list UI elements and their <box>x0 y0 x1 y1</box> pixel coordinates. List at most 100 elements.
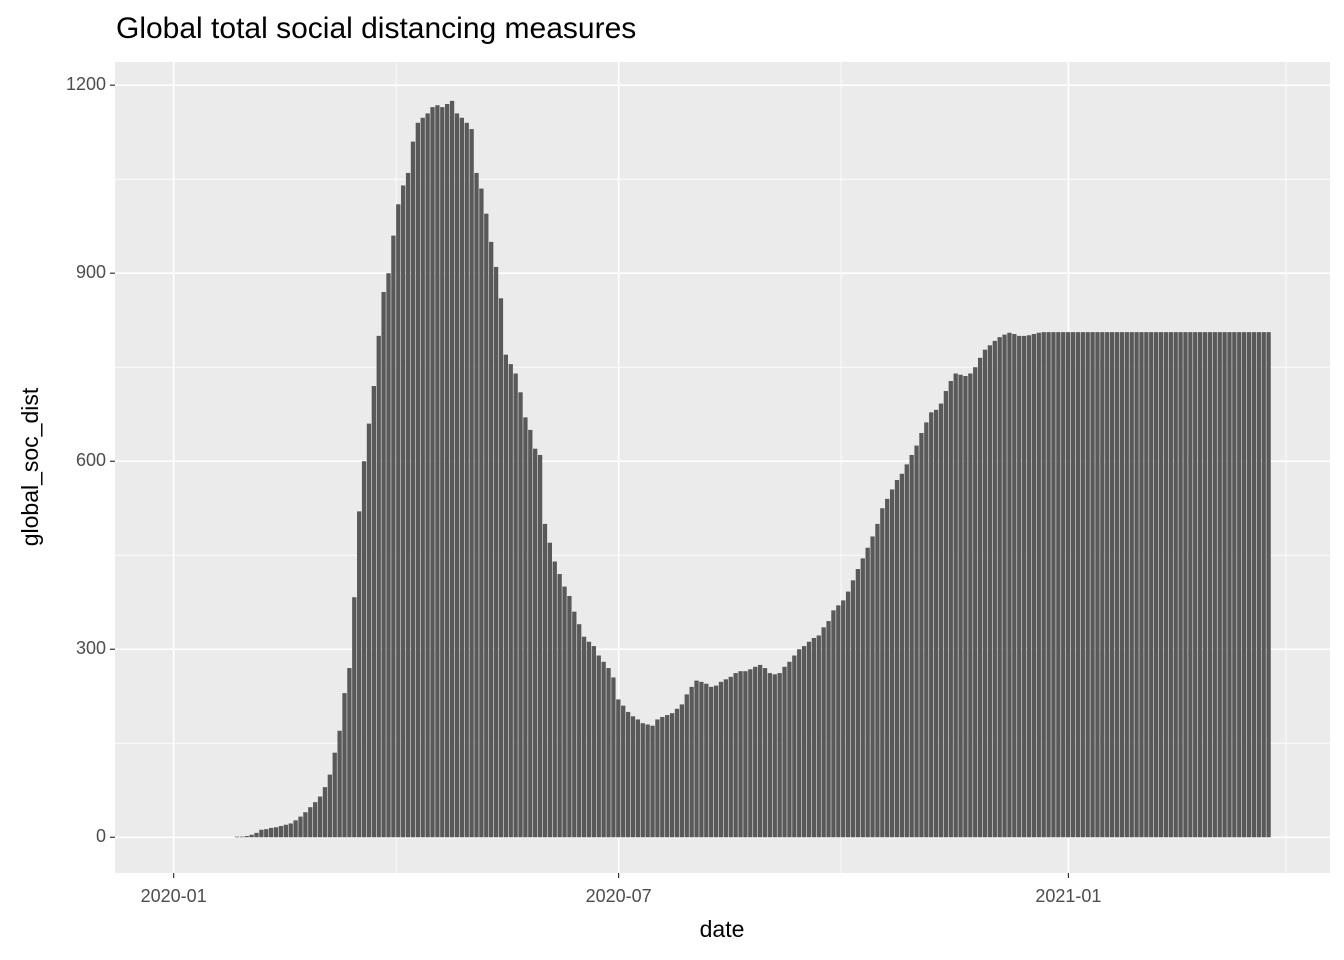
bar <box>772 674 777 838</box>
bar <box>948 381 953 838</box>
bar <box>562 586 567 838</box>
bar <box>332 752 337 838</box>
bar <box>489 241 494 838</box>
bar <box>1227 332 1232 838</box>
bar <box>953 373 958 838</box>
bar <box>977 357 983 838</box>
bar <box>1090 332 1095 838</box>
bar <box>787 661 792 838</box>
bar <box>665 715 670 838</box>
chart-title: Global total social distancing measures <box>116 12 636 45</box>
bar <box>1002 334 1007 838</box>
bar <box>757 664 763 838</box>
bar <box>1007 332 1012 838</box>
bar <box>347 668 352 838</box>
bar <box>938 403 944 838</box>
bar <box>298 816 303 838</box>
bar <box>997 337 1002 838</box>
bar <box>1261 332 1266 838</box>
bar <box>860 558 865 838</box>
bar <box>1173 332 1178 838</box>
bar <box>273 827 279 838</box>
bar <box>870 536 875 838</box>
bar <box>1158 332 1164 838</box>
bar <box>1163 332 1169 838</box>
bar <box>591 646 597 838</box>
bar <box>239 836 244 838</box>
bar <box>557 574 562 838</box>
bar <box>244 836 249 838</box>
bar <box>699 681 704 838</box>
bar <box>963 375 968 838</box>
bar <box>1202 332 1208 838</box>
bar <box>454 113 460 838</box>
bar <box>1246 332 1252 838</box>
bar <box>528 429 533 838</box>
bar <box>826 621 831 838</box>
bar <box>376 335 381 838</box>
bar <box>327 774 332 838</box>
bar <box>855 569 861 838</box>
bar <box>762 668 768 838</box>
bar <box>1124 332 1129 838</box>
y-axis-title: global_soc_dist <box>17 387 43 546</box>
bar <box>303 812 308 838</box>
bar <box>1153 332 1159 838</box>
bar <box>1222 332 1227 838</box>
bar <box>283 824 288 838</box>
bar <box>992 340 997 838</box>
bar <box>537 454 543 838</box>
bar <box>1095 332 1100 838</box>
bar <box>885 498 890 838</box>
bar <box>269 827 274 838</box>
bar <box>689 686 694 838</box>
bar <box>1080 332 1085 838</box>
y-tick-label: 900 <box>76 262 106 282</box>
bar <box>782 666 787 838</box>
bar <box>718 681 724 838</box>
bar <box>234 836 240 838</box>
bar <box>801 646 807 838</box>
bar <box>1031 334 1037 838</box>
bar <box>1100 332 1105 838</box>
bar <box>1129 332 1134 838</box>
bar <box>753 666 758 838</box>
bar <box>816 635 821 838</box>
bar <box>288 823 293 838</box>
bar <box>836 605 841 838</box>
bar <box>508 364 513 838</box>
bar <box>361 461 367 838</box>
bar <box>572 611 577 838</box>
bar <box>929 412 934 838</box>
bar <box>679 704 685 838</box>
bar <box>1149 332 1154 838</box>
bar <box>581 636 587 838</box>
bar <box>797 649 802 838</box>
bar <box>621 705 626 838</box>
bar <box>1026 335 1032 838</box>
bar <box>1105 332 1110 838</box>
bar <box>733 673 738 838</box>
bar <box>728 676 733 838</box>
bar <box>748 669 753 838</box>
bar <box>645 724 650 838</box>
bar <box>259 829 264 838</box>
bar <box>352 597 357 838</box>
bar <box>958 374 963 838</box>
x-tick-label: 2021-01 <box>1035 886 1101 906</box>
bar <box>601 661 606 838</box>
bar <box>792 655 797 838</box>
bar <box>933 409 939 838</box>
bar <box>1212 332 1217 838</box>
bar <box>440 107 445 838</box>
bar <box>1114 332 1120 838</box>
bar <box>322 787 328 838</box>
y-tick-label: 0 <box>96 826 106 846</box>
bar <box>987 345 993 838</box>
y-tick-label: 1200 <box>66 74 106 94</box>
bar <box>914 445 919 838</box>
bar <box>973 367 978 838</box>
bar <box>811 637 817 838</box>
bar <box>1046 332 1051 838</box>
y-tick-label: 300 <box>76 638 106 658</box>
